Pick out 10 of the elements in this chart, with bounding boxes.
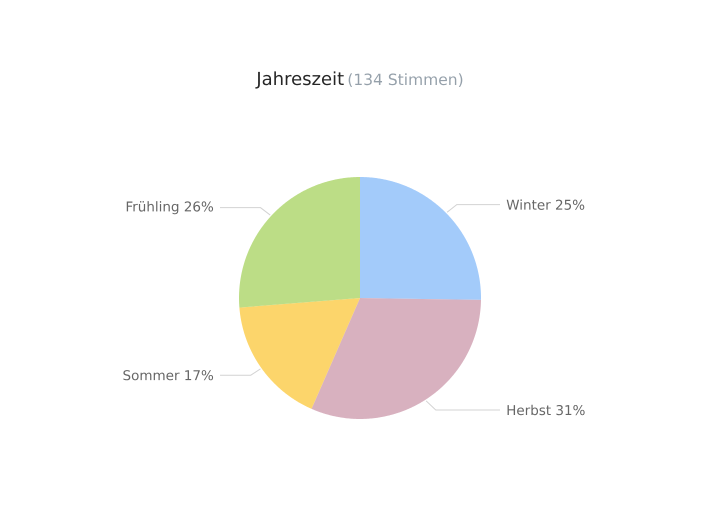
data-label: 25% <box>556 200 584 210</box>
data-label: 17% <box>185 370 214 380</box>
slice-label: Frühling <box>126 201 178 214</box>
chart-title: Jahreszeit <box>255 71 344 89</box>
data-label: 26% <box>184 201 214 212</box>
slice-label: Herbst <box>508 404 551 416</box>
data-label: 31% <box>556 404 585 416</box>
slice-label: Winter <box>506 199 551 210</box>
slice-label: Sommer <box>123 370 180 380</box>
chart-subtitle: (134 Stimmen) <box>348 73 462 88</box>
